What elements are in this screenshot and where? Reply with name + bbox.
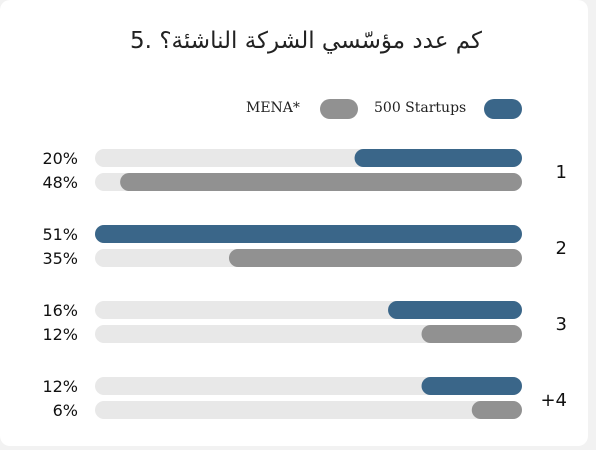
category-label: 1 [556,162,567,183]
value-label: 35% [42,249,78,268]
bar-mena-4 [471,401,522,419]
legend-item-500-startups: 500 Startups [374,99,522,119]
legend-item-mena: MENA* [246,99,358,119]
legend-label-mena: MENA* [246,100,300,116]
category-label: 3 [556,314,567,335]
legend-swatch-mena [320,99,358,119]
bar-mena-1 [120,173,522,191]
legend-swatch-500-startups [484,99,522,119]
value-label: 51% [42,225,78,244]
bar-mena-2 [228,249,522,267]
bar-500-startups-4 [421,377,522,395]
value-label: 12% [42,377,78,396]
bar-track [95,325,522,343]
value-label: 12% [42,325,78,344]
bar-track [95,377,522,395]
value-label: 6% [53,401,78,420]
bar-500-startups-3 [388,301,522,319]
legend-label-500-startups: 500 Startups [374,100,467,116]
category-label: 2 [556,238,567,259]
chart-title: 5. كم عدد مؤسّسي الشركة الناشئة؟ [130,28,482,54]
bar-500-startups-1 [354,149,522,167]
bar-500-startups-2 [95,225,522,243]
category-label: +4 [540,390,567,411]
value-label: 48% [42,173,78,192]
chart-card: 5. كم عدد مؤسّسي الشركة الناشئة؟ 500 Sta… [0,0,588,446]
bar-mena-3 [421,325,522,343]
value-label: 16% [42,301,78,320]
bar-track [95,401,522,419]
bar-chart: 20% 48% 1 51% 35% 2 16% 12% 3 12% 6% +4 [42,149,567,420]
value-label: 20% [42,149,78,168]
